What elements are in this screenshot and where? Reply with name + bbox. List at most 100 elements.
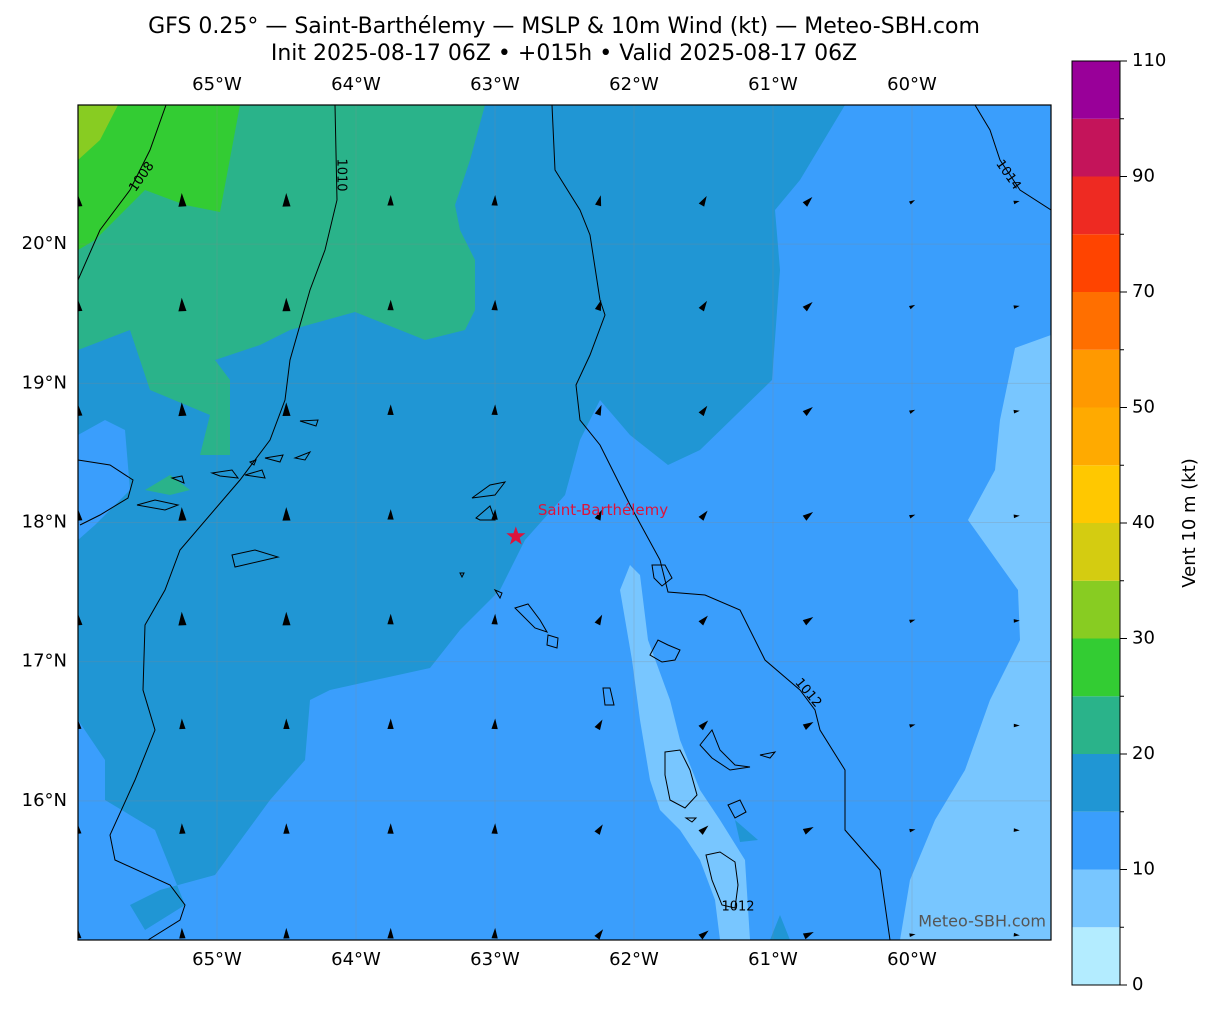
wind-arrow: [594, 404, 602, 416]
lat-tick-label: 19°N: [22, 372, 67, 393]
lat-tick-label: 17°N: [22, 651, 67, 672]
coastline: [514, 603, 559, 649]
lon-tick-label: 65°W: [192, 74, 242, 95]
colorbar-segment: [1072, 754, 1120, 812]
wind-arrow: [802, 932, 814, 940]
lon-tick-label: 65°W: [192, 949, 242, 970]
wind-arrow: [802, 827, 814, 835]
wind-arrow: [491, 613, 498, 625]
colorbar-tick-label: 0: [1132, 974, 1143, 995]
coastline: [705, 851, 739, 909]
wind-arrow: [698, 720, 709, 731]
wind-arrow: [908, 200, 916, 205]
wind-arrow: [178, 297, 187, 312]
colorbar-segment: [1072, 118, 1120, 177]
lat-tick-label: 18°N: [22, 512, 67, 533]
wind-arrow: [594, 719, 603, 731]
colorbar-segment: [1072, 927, 1120, 985]
isobar: [78, 105, 167, 281]
wind-region: [145, 475, 190, 495]
lon-tick-label: 60°W: [887, 949, 937, 970]
wind-arrow: [491, 299, 498, 311]
colorbar-segment: [1072, 234, 1120, 292]
wind-arrow: [594, 509, 602, 521]
wind-arrow: [491, 823, 498, 834]
wind-arrow: [594, 300, 602, 312]
lat-tick-label: 20°N: [22, 233, 67, 254]
graticule: [78, 105, 1051, 940]
lat-tick-label: 16°N: [22, 790, 67, 811]
wind-arrow: [491, 404, 498, 416]
isobar: [974, 105, 1051, 211]
wind-arrow: [698, 510, 708, 521]
wind-arrow: [802, 722, 814, 730]
wind-arrow: [282, 507, 291, 521]
coastline: [684, 799, 747, 823]
wind-arrow: [387, 613, 394, 625]
colorbar-segment: [1072, 292, 1120, 350]
wind-arrow: [387, 195, 394, 206]
credit: Meteo-SBH.com: [918, 912, 1046, 931]
colorbar-tick-label: 10: [1132, 859, 1155, 880]
colorbar-label: Vent 10 m (kt): [1179, 458, 1200, 588]
wind-arrow: [179, 927, 186, 939]
lon-tick-label: 62°W: [609, 74, 659, 95]
location-star: [506, 526, 526, 545]
wind-arrow: [1013, 828, 1020, 832]
coastline: [602, 564, 673, 706]
lon-tick-label: 64°W: [331, 74, 381, 95]
wind-arrow: [698, 300, 708, 312]
colorbar-segment: [1072, 465, 1120, 523]
colorbar-tick-label: 30: [1132, 628, 1155, 649]
coastline: [649, 639, 681, 663]
colorbar-segment: [1072, 176, 1120, 235]
colorbar-segment: [1072, 61, 1120, 119]
wind-arrow: [1013, 409, 1020, 414]
colorbar-segment: [1072, 407, 1120, 466]
lon-tick-label: 63°W: [470, 74, 520, 95]
wind-arrow: [698, 615, 708, 626]
wind-arrow: [802, 406, 813, 417]
coastline: [459, 481, 507, 600]
wind-arrow: [178, 611, 187, 626]
wind-arrow: [802, 197, 813, 207]
wind-arrow: [802, 302, 813, 312]
wind-arrow: [282, 193, 291, 207]
lon-tick-label: 61°W: [748, 949, 798, 970]
colorbar-tick-label: 70: [1132, 281, 1155, 302]
colorbar-tick-label: 90: [1132, 166, 1155, 187]
colorbar: 0 10 20 30 40 50 70 90 110: [1071, 50, 1166, 995]
location-marker: Saint-Barthélemy: [506, 501, 668, 545]
colorbar-segment: [1072, 696, 1120, 754]
wind-region: [78, 420, 130, 540]
wind-arrow: [909, 933, 916, 937]
subtitle: Init 2025-08-17 06Z • +015h • Valid 2025…: [271, 41, 857, 66]
wind-arrow: [387, 299, 394, 311]
colorbar-tick-label: 20: [1132, 743, 1155, 764]
wind-region: [735, 820, 758, 842]
wind-arrow: [1013, 305, 1020, 309]
wind-arrow: [595, 195, 602, 207]
wind-region: [770, 915, 790, 940]
wind-arrow: [491, 718, 498, 730]
wind-region: [620, 565, 750, 940]
wind-arrow: [491, 927, 498, 939]
wind-arrow: [909, 619, 916, 624]
wind-arrow: [1013, 200, 1020, 205]
wind-region: [900, 335, 1051, 940]
wind-arrow: [282, 297, 291, 312]
coastline: [664, 729, 777, 809]
coastline: [136, 499, 180, 511]
coastlines: [78, 419, 777, 909]
coastline: [170, 419, 319, 484]
colorbar-segment: [1072, 638, 1120, 697]
colorbar-segment: [1072, 869, 1120, 928]
lon-tick-label: 60°W: [887, 74, 937, 95]
isobar: [109, 105, 338, 940]
wind-arrow: [387, 404, 394, 415]
wind-arrow: [283, 718, 290, 730]
isobar-label: 1012: [721, 900, 754, 915]
wind-arrow: [387, 927, 394, 939]
colorbar-tick-label: 110: [1132, 50, 1166, 71]
